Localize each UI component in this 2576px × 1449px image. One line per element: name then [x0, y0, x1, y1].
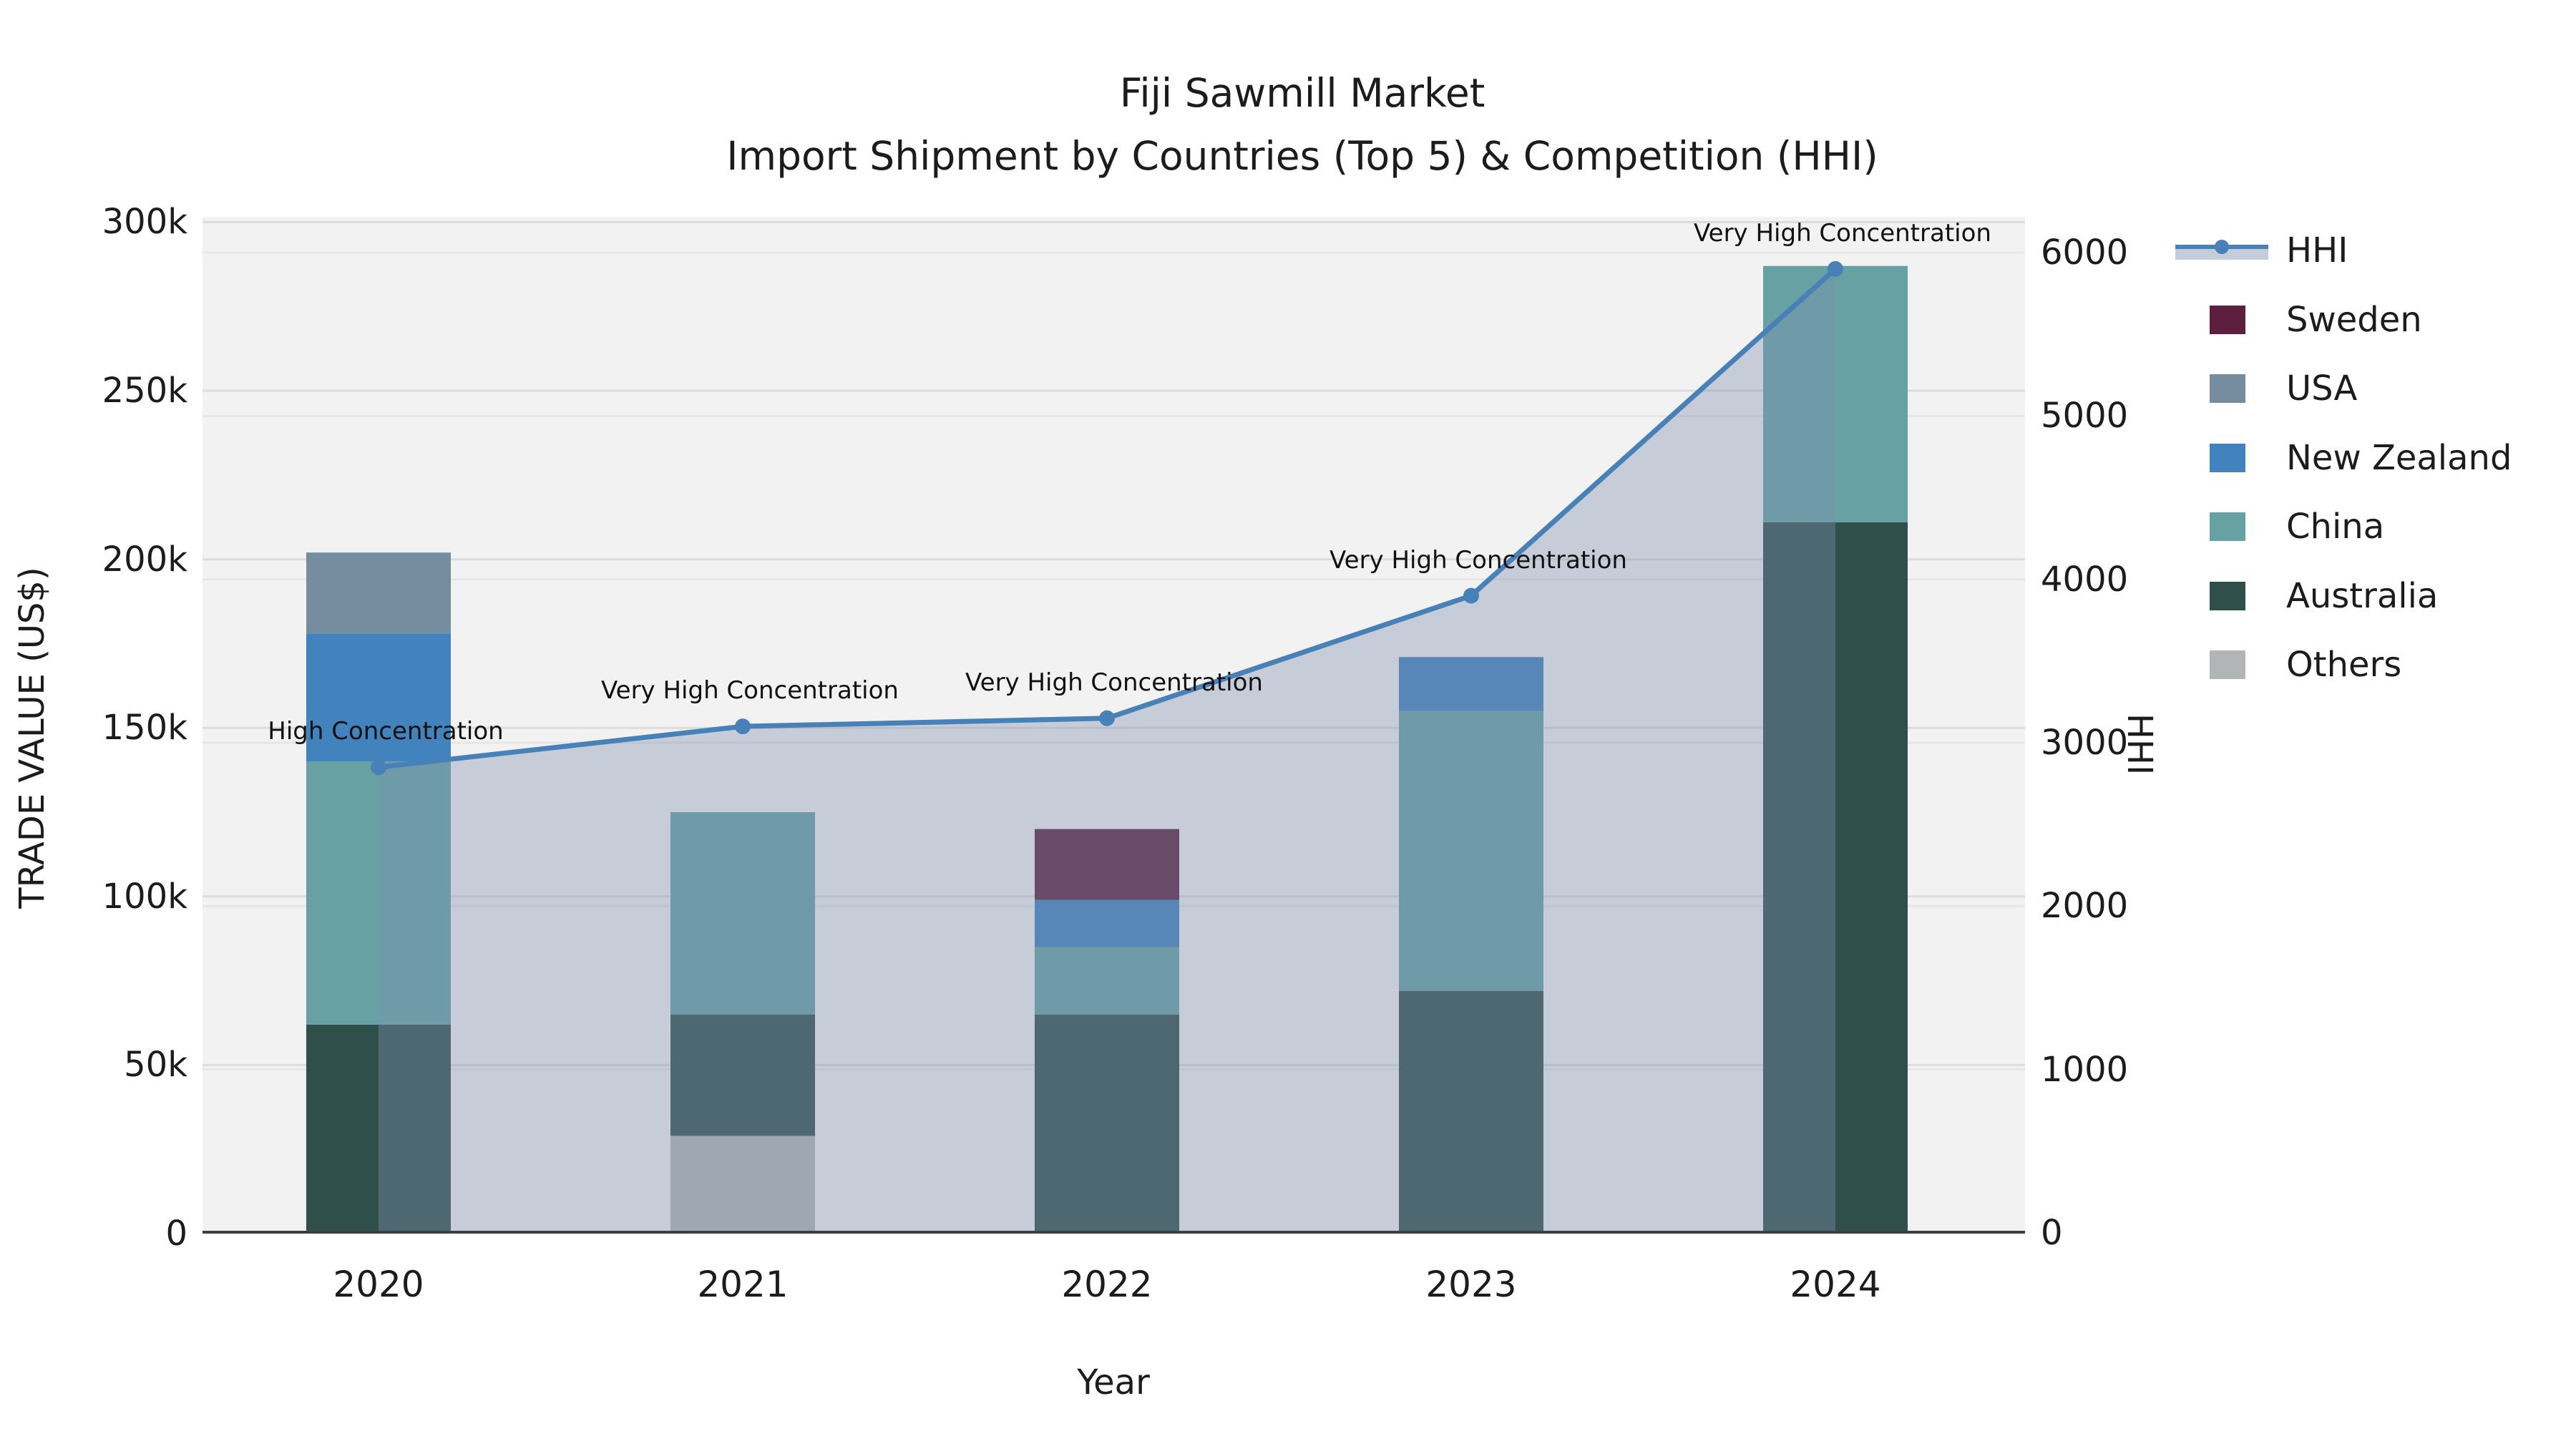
legend-swatch-others [2210, 650, 2245, 679]
annotation-2023: Very High Concentration [1330, 545, 1627, 575]
bar-segment-australia-2021 [670, 1014, 815, 1136]
legend-item-hhi: HHI [2175, 229, 2562, 272]
bar-segment-australia-2020 [306, 1024, 451, 1234]
legend-swatch-new-zealand [2210, 443, 2245, 472]
y-tick-right-0: 0 [2041, 1213, 2063, 1253]
legend-label-australia: Australia [2286, 575, 2439, 616]
bar-segment-others-2021 [670, 1136, 815, 1234]
annotation-2021: Very High Concentration [601, 676, 899, 706]
y-tick-right-3000: 3000 [2041, 723, 2129, 763]
bar-segment-new-zealand-2020 [306, 633, 451, 762]
y-tick-right-6000: 6000 [2041, 233, 2129, 273]
legend-label-new-zealand: New Zealand [2286, 437, 2512, 478]
y-tick-left-200k: 200k [102, 539, 187, 580]
y-axis-label-left: TRADE VALUE (US$) [12, 567, 52, 909]
y-tick-right-5000: 5000 [2041, 396, 2129, 436]
hhi-marker-2022 [1099, 710, 1115, 726]
annotation-2020: High Concentration [268, 717, 504, 746]
annotation-2024: Very High Concentration [1694, 218, 1991, 248]
bar-segment-china-2022 [1035, 947, 1179, 1015]
legend-label-hhi: HHI [2286, 230, 2348, 270]
legend-swatch-australia [2210, 581, 2245, 610]
hhi-marker-2023 [1463, 587, 1479, 604]
y-tick-right-2000: 2000 [2041, 886, 2129, 927]
bar-segment-new-zealand-2023 [1399, 657, 1543, 711]
legend-label-others: Others [2286, 645, 2402, 685]
x-tick-2022: 2022 [1061, 1264, 1153, 1305]
y-tick-left-300k: 300k [102, 202, 187, 243]
bar-segment-china-2024 [1763, 265, 1908, 522]
y-tick-right-4000: 4000 [2041, 559, 2129, 600]
x-tick-2024: 2024 [1790, 1264, 1881, 1305]
x-tick-2020: 2020 [333, 1264, 424, 1305]
y-tick-left-150k: 150k [102, 708, 187, 748]
hhi-marker-2024 [1828, 260, 1843, 277]
plot-area [203, 217, 2025, 1234]
bar-segment-new-zealand-2022 [1035, 899, 1179, 947]
y-tick-right-1000: 1000 [2041, 1049, 2129, 1090]
hhi-area-fill [379, 268, 1835, 1234]
hhi-line-icon [2175, 240, 2268, 261]
legend-label-sweden: Sweden [2286, 299, 2422, 340]
legend-item-australia: Australia [2175, 575, 2562, 618]
bar-segment-australia-2024 [1763, 522, 1908, 1234]
legend-label-china: China [2286, 507, 2385, 547]
x-tick-2021: 2021 [697, 1264, 789, 1305]
bar-segment-usa-2020 [306, 552, 451, 634]
chart-canvas [203, 220, 2025, 1234]
hhi-marker-2020 [371, 759, 386, 776]
y-tick-left-0: 0 [165, 1214, 187, 1254]
bar-segment-china-2021 [670, 812, 815, 1015]
bar-segment-australia-2023 [1399, 990, 1543, 1234]
y-tick-left-50k: 50k [124, 1045, 187, 1085]
annotation-2022: Very High Concentration [965, 668, 1263, 697]
legend-swatch-usa [2210, 374, 2245, 403]
legend-item-usa: USA [2175, 367, 2562, 410]
bar-segment-china-2020 [306, 761, 451, 1025]
legend-swatch-china [2210, 512, 2245, 541]
legend-item-new-zealand: New Zealand [2175, 436, 2562, 479]
legend-item-china: China [2175, 505, 2562, 548]
bar-segment-australia-2022 [1035, 1014, 1179, 1234]
chart-title-line-1: Fiji Sawmill Market [1119, 70, 1485, 116]
legend-item-sweden: Sweden [2175, 298, 2562, 341]
x-axis-label: Year [1077, 1362, 1150, 1402]
legend-swatch-sweden [2210, 305, 2245, 334]
bar-segment-china-2023 [1399, 711, 1543, 991]
hhi-marker-2021 [735, 718, 751, 735]
legend-label-usa: USA [2286, 369, 2358, 409]
x-tick-2023: 2023 [1425, 1264, 1517, 1305]
legend-item-others: Others [2175, 643, 2562, 686]
chart-title-line-2: Import Shipment by Countries (Top 5) & C… [726, 133, 1878, 179]
y-tick-left-100k: 100k [102, 876, 187, 917]
bar-segment-sweden-2022 [1035, 829, 1179, 900]
y-tick-left-250k: 250k [102, 371, 187, 411]
